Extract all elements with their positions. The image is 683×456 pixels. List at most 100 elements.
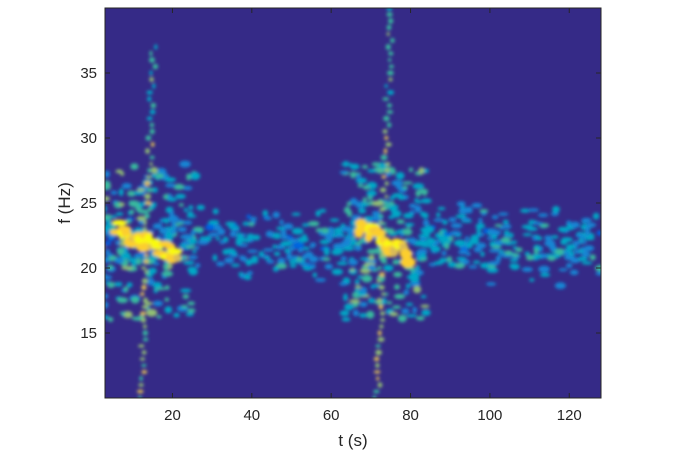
- harmonic-streak-blob: [143, 324, 147, 329]
- event-energy-blob: [396, 219, 405, 224]
- event-energy-blob: [119, 311, 126, 315]
- background-energy-blob: [471, 203, 483, 208]
- harmonic-streak-blob: [373, 356, 380, 362]
- background-energy-blob: [348, 259, 358, 266]
- background-energy-blob: [264, 256, 271, 260]
- harmonic-streak-blob: [380, 311, 385, 316]
- harmonic-streak-blob: [375, 363, 380, 368]
- background-energy-blob: [212, 208, 219, 215]
- event-energy-blob: [105, 280, 111, 285]
- background-energy-blob: [444, 242, 450, 250]
- background-energy-blob: [205, 224, 215, 231]
- event-energy-blob: [389, 312, 399, 317]
- event-energy-blob: [150, 166, 158, 174]
- background-energy-blob: [450, 223, 463, 229]
- harmonic-streak-blob: [149, 109, 156, 115]
- background-energy-blob: [199, 236, 206, 241]
- background-energy-blob: [480, 251, 485, 257]
- background-energy-blob: [488, 248, 501, 253]
- harmonic-streak-blob: [377, 382, 383, 388]
- background-energy-blob: [544, 235, 550, 241]
- background-energy-blob: [246, 233, 255, 240]
- event-energy-blob: [404, 222, 415, 227]
- harmonic-streak-blob: [139, 311, 146, 316]
- background-energy-blob: [538, 265, 550, 273]
- background-energy-blob: [453, 239, 466, 247]
- event-energy-blob: [354, 279, 360, 285]
- event-energy-blob: [349, 240, 357, 246]
- event-energy-blob: [341, 317, 351, 322]
- event-energy-blob: [403, 212, 414, 219]
- event-energy-blob: [185, 245, 196, 249]
- harmonic-streak-blob: [373, 389, 380, 394]
- event-energy-blob: [416, 248, 428, 255]
- background-energy-blob: [315, 278, 326, 282]
- background-energy-blob: [105, 275, 112, 280]
- event-energy-blob: [402, 181, 413, 185]
- event-energy-blob: [358, 238, 365, 243]
- background-energy-blob: [215, 236, 221, 241]
- background-energy-blob: [152, 262, 160, 266]
- event-energy-blob: [420, 295, 427, 299]
- event-energy-blob: [131, 316, 141, 321]
- x-tick-label: 80: [402, 407, 419, 424]
- event-energy-blob: [164, 297, 170, 302]
- event-energy-blob: [190, 229, 196, 236]
- event-energy-blob: [114, 257, 125, 264]
- event-energy-blob: [397, 195, 406, 200]
- background-energy-blob: [503, 230, 510, 236]
- event-energy-blob: [388, 196, 396, 200]
- event-energy-blob: [121, 266, 133, 270]
- event-energy-blob: [362, 185, 371, 190]
- background-energy-blob: [455, 214, 467, 219]
- background-energy-blob: [235, 236, 246, 243]
- event-energy-blob: [182, 185, 193, 191]
- event-energy-blob: [392, 305, 401, 310]
- background-energy-blob: [331, 268, 343, 275]
- background-energy-blob: [446, 256, 453, 263]
- y-tick-label: 35: [80, 65, 97, 82]
- event-energy-blob: [386, 301, 393, 305]
- background-energy-blob: [575, 234, 584, 238]
- harmonic-streak-blob: [141, 363, 147, 368]
- y-axis: 15 20 25 30 35: [80, 65, 601, 342]
- event-energy-blob: [403, 289, 410, 296]
- event-energy-blob: [348, 299, 361, 304]
- background-energy-blob: [195, 245, 200, 250]
- event-energy-blob: [342, 246, 355, 251]
- background-energy-blob: [246, 270, 253, 276]
- background-energy-blob: [515, 247, 523, 252]
- event-energy-blob: [107, 317, 114, 322]
- background-energy-blob: [570, 258, 580, 264]
- harmonic-streak-blob: [377, 265, 382, 271]
- harmonic-streak-blob: [378, 220, 384, 225]
- background-energy-blob: [539, 272, 551, 277]
- harmonic-streak-blob: [149, 128, 155, 135]
- background-energy-blob: [192, 249, 197, 254]
- event-energy-blob: [421, 309, 431, 316]
- event-energy-blob: [133, 190, 143, 196]
- event-energy-blob: [136, 188, 146, 192]
- harmonic-streak-blob: [380, 154, 388, 161]
- background-energy-blob: [319, 208, 327, 213]
- event-energy-blob: [391, 209, 402, 218]
- background-energy-blob: [273, 251, 281, 256]
- background-energy-blob: [231, 251, 237, 255]
- background-energy-blob: [312, 272, 318, 278]
- background-energy-blob: [322, 257, 331, 262]
- background-energy-blob: [216, 261, 225, 267]
- background-energy-blob: [178, 244, 187, 248]
- event-energy-blob: [340, 162, 353, 166]
- event-energy-blob: [120, 172, 125, 176]
- background-energy-blob: [447, 261, 457, 268]
- harmonic-streak-blob: [149, 70, 153, 76]
- harmonic-streak-blob: [145, 148, 150, 154]
- background-energy-blob: [434, 247, 441, 253]
- event-peak-blob: [173, 253, 182, 263]
- background-energy-blob: [494, 224, 503, 227]
- harmonic-streak-blob: [145, 273, 150, 276]
- background-energy-blob: [472, 260, 481, 264]
- background-energy-blob: [564, 248, 571, 252]
- background-energy-blob: [279, 219, 284, 226]
- event-energy-blob: [348, 231, 354, 238]
